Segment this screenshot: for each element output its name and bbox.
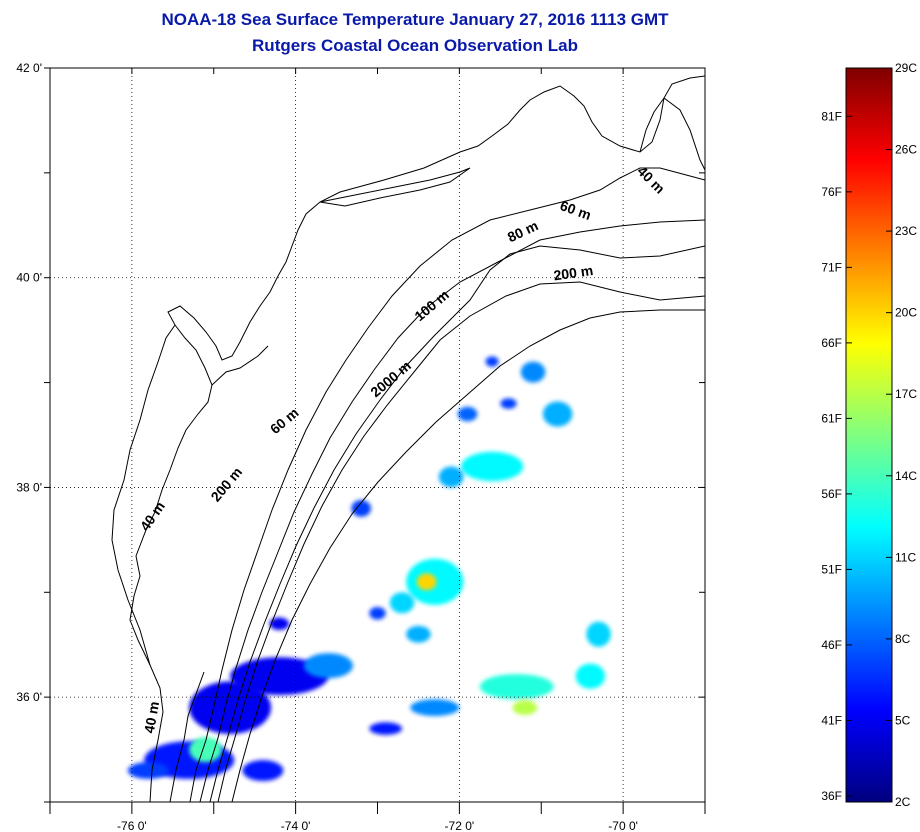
- colorbar-celsius-label: 11C: [895, 550, 916, 564]
- sst-patch: [303, 653, 353, 679]
- colorbar-celsius-label: 14C: [895, 469, 917, 483]
- lon-tick-label: -72 0': [445, 819, 475, 832]
- chesapeake-bay: [111, 324, 176, 666]
- sst-patch: [406, 625, 431, 643]
- coastline: [129, 75, 705, 802]
- isobath-label: 40 m: [141, 700, 162, 734]
- lat-tick-label: 40 0': [16, 271, 42, 285]
- isobath-60m: [199, 219, 705, 802]
- axis-labels: -76 0' -74 0' -72 0' -70 0' 42 0' 40 0' 38 0' 3…: [16, 61, 638, 832]
- colorbar: [845, 67, 893, 803]
- sst-patch: [512, 700, 538, 715]
- colorbar-fahrenheit-label: 56F: [821, 487, 842, 501]
- colorbar-fahrenheit-label: 51F: [821, 562, 842, 576]
- sst-patch: [269, 617, 290, 631]
- colorbar-fahrenheit-label: 61F: [821, 411, 842, 425]
- lon-tick-label: -70 0': [608, 819, 638, 832]
- cape-cod: [639, 97, 705, 171]
- colorbar-celsius-label: 23C: [895, 224, 917, 238]
- sst-patch: [479, 674, 554, 700]
- outer-banks: [169, 671, 205, 802]
- sst-patch: [542, 401, 573, 427]
- lon-tick-label: -76 0': [117, 819, 147, 832]
- sst-patch: [127, 762, 169, 779]
- sst-patch: [416, 573, 437, 591]
- isobath-2000m: [231, 309, 705, 802]
- colorbar-celsius-label: 5C: [895, 713, 911, 727]
- map-frame: [49, 67, 706, 803]
- sst-patch: [189, 736, 222, 763]
- sst-patch: [369, 606, 386, 620]
- sst-patch: [351, 500, 371, 517]
- map-subtitle: Rutgers Coastal Ocean Observation Lab: [252, 36, 578, 55]
- sst-patch: [242, 760, 284, 782]
- colorbar-fahrenheit-label: 71F: [821, 260, 842, 274]
- colorbar-fahrenheit-label: 41F: [821, 713, 842, 727]
- long-island: [319, 167, 471, 207]
- sst-patch: [575, 663, 606, 689]
- lat-tick-label: 42 0': [16, 61, 42, 75]
- sst-patch: [438, 466, 464, 488]
- colorbar-celsius-label: 17C: [895, 387, 917, 401]
- colorbar-fahrenheit-label: 46F: [821, 638, 842, 652]
- sst-patch: [369, 722, 403, 735]
- sst-layer: [127, 356, 611, 782]
- sst-patch: [485, 356, 499, 367]
- sst-patch: [389, 592, 415, 614]
- map-title: NOAA-18 Sea Surface Temperature January …: [161, 10, 669, 29]
- colorbar-celsius-label: 2C: [895, 795, 911, 809]
- sst-patch: [410, 699, 460, 717]
- colorbar-celsius-label: 26C: [895, 143, 917, 157]
- sst-patch: [461, 451, 524, 482]
- isobath-40m: [189, 167, 705, 802]
- sst-patch: [457, 406, 478, 422]
- delaware-bay: [211, 345, 269, 386]
- sst-patch: [230, 657, 329, 696]
- sst-patch: [520, 361, 546, 383]
- colorbar-fahrenheit-label: 81F: [821, 109, 842, 123]
- lat-tick-label: 38 0': [16, 480, 42, 494]
- sst-patch: [500, 398, 517, 409]
- lon-tick-label: -74 0': [281, 819, 311, 832]
- colorbar-fahrenheit-label: 76F: [821, 185, 842, 199]
- gridlines: [44, 67, 706, 814]
- colorbar-celsius-label: 20C: [895, 306, 917, 320]
- sst-patch: [586, 621, 611, 647]
- isobath-80m: [209, 245, 705, 802]
- isobath-200m: [217, 281, 705, 802]
- sst-patch: [189, 681, 272, 734]
- isobath-label: 200 m: [553, 262, 595, 283]
- colorbar-fahrenheit-label: 36F: [821, 789, 842, 803]
- colorbar-celsius-label: 29C: [895, 61, 917, 75]
- colorbar-fahrenheit-label: 66F: [821, 336, 842, 350]
- colorbar-labels: 29C 26C 23C 20C 17C 14C 11C 8C 5C 2C 81F 76F 71F 66F 6…: [821, 61, 917, 809]
- colorbar-celsius-label: 8C: [895, 632, 911, 646]
- lat-tick-label: 36 0': [16, 690, 42, 704]
